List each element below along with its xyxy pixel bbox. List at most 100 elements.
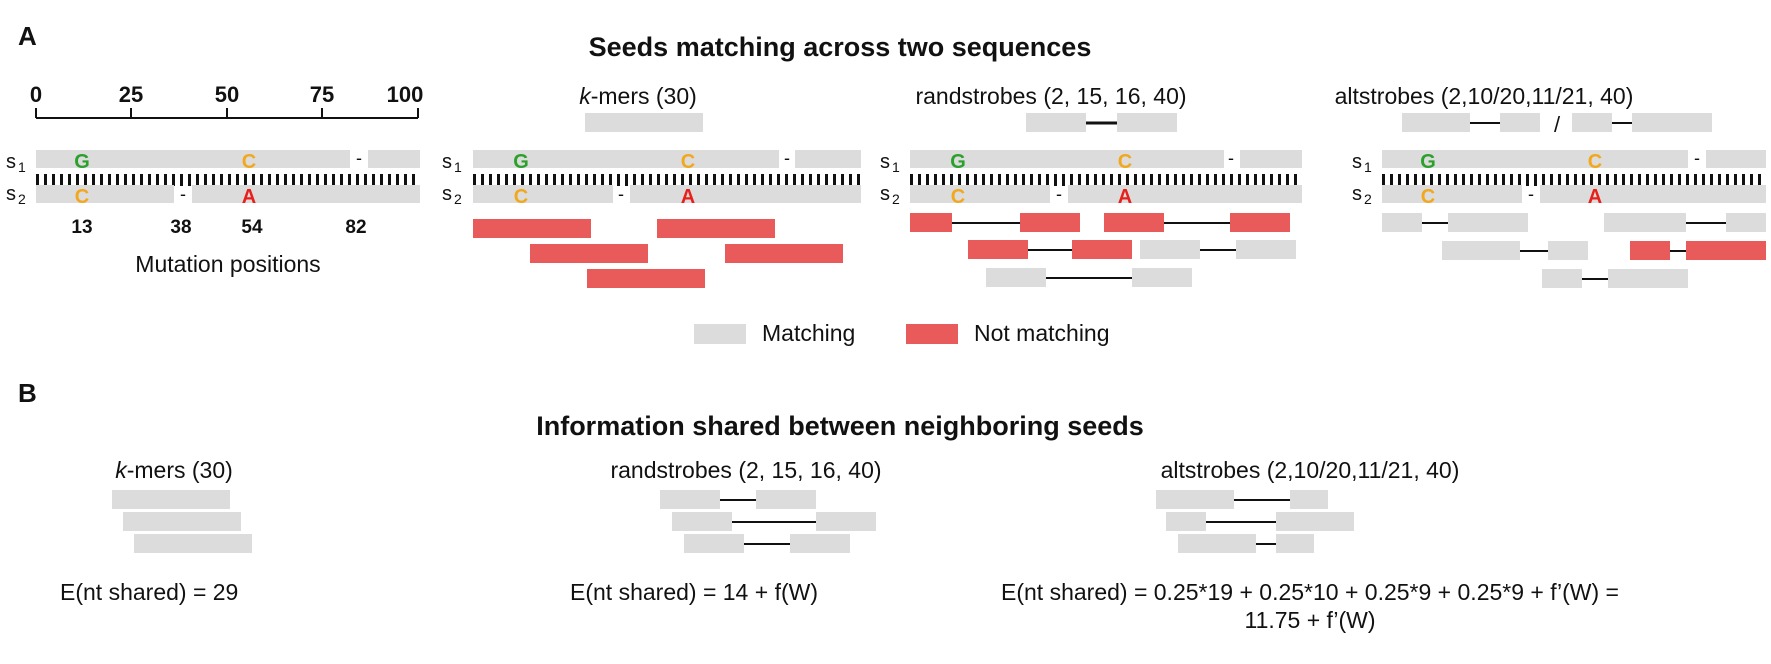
strobe-matching xyxy=(1604,213,1686,232)
strobe-not-matching xyxy=(968,240,1028,259)
strobe-matching xyxy=(1542,269,1582,288)
kmer-seed-not-matching xyxy=(473,219,591,238)
seq1-segment xyxy=(1706,150,1766,168)
strobe xyxy=(1500,113,1540,132)
s1-label: s xyxy=(442,151,452,173)
strobe-matching xyxy=(1140,240,1200,259)
strobe-matching xyxy=(1548,241,1588,260)
kmers-block: k-mers (30) s 1 s 2 - - G C C A xyxy=(442,83,861,288)
strobe-matching xyxy=(1726,213,1766,232)
seq1-segment xyxy=(795,150,861,168)
b-randstrobes-block: randstrobes (2, 15, 16, 40) E(nt shared)… xyxy=(570,457,882,605)
axis-tick-label: 100 xyxy=(387,82,424,107)
strobe-matching xyxy=(986,268,1046,287)
mutation-letter: C xyxy=(1118,151,1132,173)
strobe xyxy=(1290,490,1328,509)
s2-subscript: 2 xyxy=(18,191,26,207)
strobe xyxy=(816,512,876,531)
mutation-letter: A xyxy=(242,186,256,208)
mutation-caption: Mutation positions xyxy=(135,251,320,277)
s2-subscript: 2 xyxy=(892,191,900,207)
s1-subscript: 1 xyxy=(454,159,462,175)
strobe-matching xyxy=(1448,213,1528,232)
strobe xyxy=(1117,113,1177,132)
legend-swatch-matching xyxy=(694,324,746,344)
b-kmers-block: k-mers (30) E(nt shared) = 29 xyxy=(60,457,252,605)
strobe xyxy=(1178,534,1256,553)
seq2-segment xyxy=(192,185,420,203)
axis-tick-label: 25 xyxy=(119,82,143,107)
s1-subscript: 1 xyxy=(892,159,900,175)
altstrobes-label: altstrobes (2,10/20,11/21, 40) xyxy=(1335,83,1634,109)
mutation-letter: C xyxy=(951,186,965,208)
strobe xyxy=(1166,512,1206,531)
kmers-label: k-mers (30) xyxy=(579,83,697,109)
legend-label-matching: Matching xyxy=(762,320,855,346)
mutation-letter: A xyxy=(1118,186,1132,208)
gap-mark: - xyxy=(784,148,790,168)
legend-label-not-matching: Not matching xyxy=(974,320,1110,346)
seq2-segment xyxy=(1382,185,1522,203)
alt-slash: / xyxy=(1554,112,1561,137)
panel-a-letter: A xyxy=(18,21,37,51)
strobe xyxy=(672,512,732,531)
alignment-positions: s 1 s 2 - - G C C A 13 38 54 82 Mutation… xyxy=(6,148,420,277)
strobe xyxy=(1026,113,1086,132)
seq2-segment xyxy=(1540,185,1766,203)
gap-mark: - xyxy=(1694,148,1700,168)
strobe-matching xyxy=(1608,269,1688,288)
strobe xyxy=(1156,490,1234,509)
s1-label: s xyxy=(1352,151,1362,173)
kmers-label-k: k xyxy=(579,83,592,109)
seq1-segment xyxy=(910,150,1224,168)
strobe-matching xyxy=(1236,240,1296,259)
b-randstrobes-equation: E(nt shared) = 14 + f(W) xyxy=(570,579,818,605)
axis-tick-label: 0 xyxy=(30,82,42,107)
kmer-seed xyxy=(134,534,252,553)
randstrobes-label: randstrobes (2, 15, 16, 40) xyxy=(915,83,1186,109)
kmer-seed-not-matching xyxy=(587,269,705,288)
s2-label: s xyxy=(1352,183,1362,205)
strobe xyxy=(1572,113,1612,132)
mutation-position: 82 xyxy=(345,217,366,238)
strobe xyxy=(1402,113,1470,132)
panel-b-title: Information shared between neighboring s… xyxy=(536,411,1144,441)
gap-mark: - xyxy=(180,184,186,204)
strobe-not-matching xyxy=(1686,241,1766,260)
mutation-letter: C xyxy=(514,186,528,208)
panel-b-letter: B xyxy=(18,378,37,408)
kmer-example-seed xyxy=(585,113,703,132)
s1-subscript: 1 xyxy=(1364,159,1372,175)
strobe-not-matching xyxy=(1020,213,1080,232)
mutation-letter: C xyxy=(75,186,89,208)
s2-label: s xyxy=(6,183,16,205)
randstrobes-block: randstrobes (2, 15, 16, 40) s 1 s 2 - - … xyxy=(880,83,1302,287)
mutation-letter: C xyxy=(242,151,256,173)
strobe xyxy=(1632,113,1712,132)
s2-subscript: 2 xyxy=(1364,191,1372,207)
mutation-letter: C xyxy=(1588,151,1602,173)
seq2-segment xyxy=(36,185,174,203)
b-kmers-equation: E(nt shared) = 29 xyxy=(60,579,238,605)
s1-subscript: 1 xyxy=(18,159,26,175)
strobe-not-matching xyxy=(1230,213,1290,232)
strobe xyxy=(790,534,850,553)
mutation-letter: A xyxy=(1588,186,1602,208)
mutation-letter: A xyxy=(681,186,695,208)
panel-a-title: Seeds matching across two sequences xyxy=(589,32,1092,62)
kmer-seed xyxy=(112,490,230,509)
seq2-segment xyxy=(630,185,861,203)
mutation-position: 13 xyxy=(71,217,92,238)
mutation-letter: G xyxy=(513,151,529,173)
s1-label: s xyxy=(880,151,890,173)
strobe-not-matching xyxy=(910,213,952,232)
strobe xyxy=(684,534,744,553)
strobe xyxy=(1276,512,1354,531)
s2-label: s xyxy=(442,183,452,205)
legend-swatch-not-matching xyxy=(906,324,958,344)
seq1-segment xyxy=(473,150,779,168)
axis-tick-label: 50 xyxy=(215,82,239,107)
b-altstrobes-block: altstrobes (2,10/20,11/21, 40) E(nt shar… xyxy=(1001,457,1619,633)
gap-mark: - xyxy=(1056,184,1062,204)
